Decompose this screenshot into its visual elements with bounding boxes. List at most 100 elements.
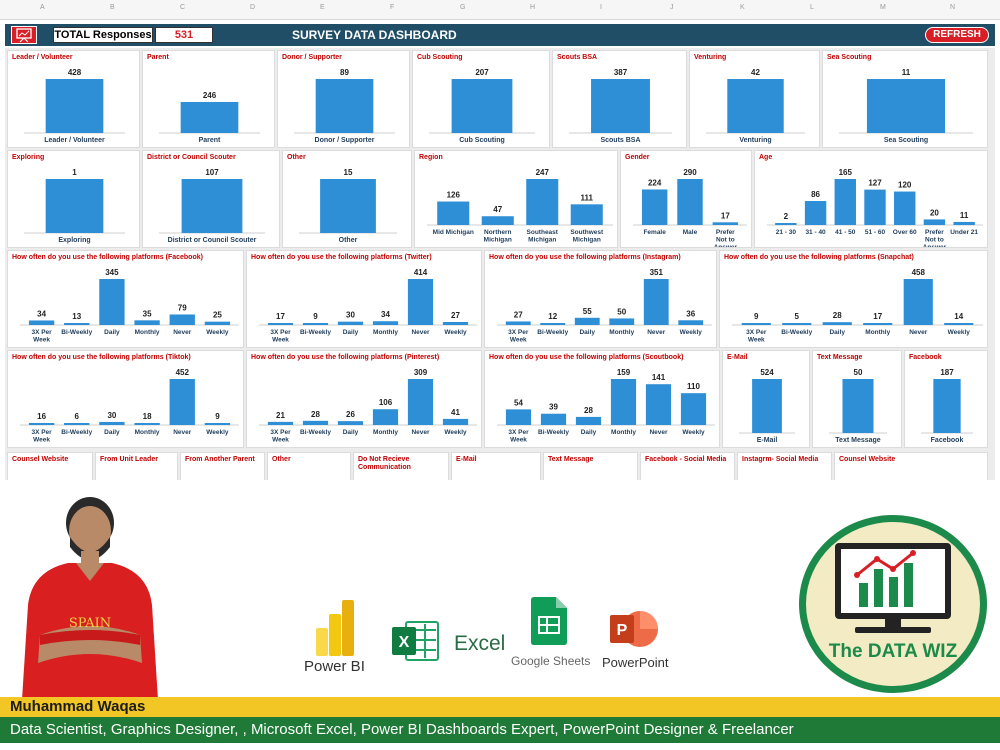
chart-panel-exploring[interactable]: Exploring 1 Exploring bbox=[7, 150, 140, 248]
total-responses-label: TOTAL Responses bbox=[53, 27, 153, 43]
data-label: 13 bbox=[72, 312, 81, 321]
data-label: 36 bbox=[686, 309, 695, 318]
bar bbox=[407, 379, 434, 425]
chart-panel-sea-scouting[interactable]: Sea Scouting 11 Sea Scouting bbox=[822, 50, 988, 148]
svg-text:X: X bbox=[399, 634, 410, 651]
bar bbox=[804, 201, 827, 225]
chart-panel-how-often-do-you-use-the-following-platforms-pinterest[interactable]: How often do you use the following platf… bbox=[246, 350, 482, 448]
chart-panel-do-not-recieve-communication[interactable]: Do Not Recieve Communication bbox=[353, 452, 449, 480]
bar bbox=[302, 420, 329, 425]
bar bbox=[574, 317, 600, 325]
category-label: Daily bbox=[104, 429, 120, 436]
chart-panel-e-mail[interactable]: E-Mail 524 E-Mail bbox=[722, 350, 810, 448]
bar bbox=[204, 423, 231, 425]
category-label: Text Message bbox=[835, 437, 880, 444]
data-label: 9 bbox=[215, 412, 220, 421]
data-label: 15 bbox=[344, 168, 353, 177]
chart-panel-facebook[interactable]: Facebook 187 Facebook bbox=[904, 350, 988, 448]
chart-panel-how-often-do-you-use-the-following-platforms-facebook[interactable]: How often do you use the following platf… bbox=[7, 250, 244, 348]
bar bbox=[591, 79, 650, 133]
refresh-button[interactable]: REFRESH bbox=[925, 27, 989, 43]
category-label: Weekly bbox=[948, 329, 971, 336]
chart-panel-cub-scouting[interactable]: Cub Scouting 207 Cub Scouting bbox=[412, 50, 550, 148]
bar bbox=[337, 421, 364, 425]
data-label: 14 bbox=[954, 312, 963, 321]
chart-title: How often do you use the following platf… bbox=[251, 254, 432, 261]
category-label: Never bbox=[647, 329, 666, 336]
chart-panel-venturing[interactable]: Venturing 42 Venturing bbox=[689, 50, 820, 148]
chart-panel-counsel-website[interactable]: Counsel Website bbox=[7, 452, 93, 480]
chart-title: Other bbox=[272, 456, 291, 463]
bar-chart: 428 Leader / Volunteer bbox=[24, 68, 125, 144]
chart-panel-parent[interactable]: Parent 246 Parent bbox=[142, 50, 275, 148]
presentation-icon[interactable] bbox=[11, 26, 37, 44]
chart-panel-other[interactable]: Other bbox=[267, 452, 351, 480]
chart-panel-other[interactable]: Other 15 Other bbox=[282, 150, 412, 248]
bar-chart: 387 Scouts BSA bbox=[569, 68, 672, 144]
person-name: Muhammad Waqas bbox=[10, 698, 146, 715]
chart-panel-how-often-do-you-use-the-following-platforms-snapchat[interactable]: How often do you use the following platf… bbox=[719, 250, 988, 348]
bar bbox=[933, 379, 961, 433]
data-label: 28 bbox=[833, 311, 842, 320]
chart-panel-gender[interactable]: Gender 224 Female 290 Male 17 Prefer Not to Answ… bbox=[620, 150, 752, 248]
chart-panel-instagrm-social-media[interactable]: Instagrm- Social Media bbox=[737, 452, 832, 480]
chart-panel-leader-volunteer[interactable]: Leader / Volunteer 428 Leader / Volunteer bbox=[7, 50, 140, 148]
category-label: Female bbox=[643, 229, 666, 236]
chart-panel-text-message[interactable]: Text Message 50 Text Message bbox=[812, 350, 902, 448]
chart-panel-from-unit-leader[interactable]: From Unit Leader bbox=[95, 452, 178, 480]
bar bbox=[437, 201, 470, 225]
chart-panel-donor-supporter[interactable]: Donor / Supporter 89 Donor / Supporter bbox=[277, 50, 410, 148]
chart-panel-how-often-do-you-use-the-following-platforms-instagram[interactable]: How often do you use the following platf… bbox=[484, 250, 717, 348]
chart-panel-counsel-website[interactable]: Counsel Website bbox=[834, 452, 988, 480]
bar bbox=[864, 189, 886, 225]
chart-panel-how-often-do-you-use-the-following-platforms-scoutbook[interactable]: How often do you use the following platf… bbox=[484, 350, 720, 448]
data-label: 55 bbox=[583, 307, 592, 316]
category-label: Monthly bbox=[135, 429, 160, 436]
chart-title: Exploring bbox=[12, 154, 45, 161]
chart-panel-facebook-social-media[interactable]: Facebook - Social Media bbox=[640, 452, 735, 480]
chart-panel-e-mail[interactable]: E-Mail bbox=[451, 452, 541, 480]
category-label: District or Council Scouter bbox=[168, 237, 257, 244]
category-label: Week bbox=[33, 337, 50, 344]
bar bbox=[134, 423, 160, 425]
bar bbox=[315, 79, 374, 133]
chart-panel-how-often-do-you-use-the-following-platforms-twitter[interactable]: How often do you use the following platf… bbox=[246, 250, 482, 348]
category-label: 51 - 60 bbox=[865, 229, 886, 236]
chart-panel-how-often-do-you-use-the-following-platforms-tiktok[interactable]: How often do you use the following platf… bbox=[7, 350, 244, 448]
data-label: 12 bbox=[548, 312, 557, 321]
category-label: Weekly bbox=[682, 429, 705, 436]
chart-panel-region[interactable]: Region 126 Mid Michigan 47 Northern Michigan 2… bbox=[414, 150, 618, 248]
category-label: Southeast bbox=[527, 229, 559, 236]
chart-title: Gender bbox=[625, 154, 650, 161]
data-label: 428 bbox=[68, 68, 82, 77]
data-label: 25 bbox=[213, 311, 222, 320]
bar bbox=[407, 279, 434, 325]
bar-chart: 187 Facebook bbox=[921, 368, 973, 444]
chart-panel-scouts-bsa[interactable]: Scouts BSA 387 Scouts BSA bbox=[552, 50, 687, 148]
chart-panel-from-another-parent[interactable]: From Another Parent bbox=[180, 452, 265, 480]
data-label: 21 bbox=[276, 411, 285, 420]
bar bbox=[28, 423, 55, 425]
bar bbox=[451, 79, 513, 133]
chart-panel-text-message[interactable]: Text Message bbox=[543, 452, 638, 480]
category-label: 3X Per bbox=[270, 329, 291, 336]
category-label: Daily bbox=[343, 329, 359, 336]
category-label: Monthly bbox=[609, 329, 634, 336]
data-label: 50 bbox=[617, 307, 626, 316]
bar-chart: 524 E-Mail bbox=[739, 368, 795, 444]
bar bbox=[337, 321, 364, 325]
chart-panel-district-or-council-scouter[interactable]: District or Council Scouter 107 District o… bbox=[142, 150, 280, 248]
category-label: Weekly bbox=[444, 429, 467, 436]
bar bbox=[372, 321, 399, 325]
bar bbox=[302, 323, 329, 325]
data-label: 50 bbox=[854, 368, 863, 377]
chart-panel-age[interactable]: Age 2 21 - 30 86 31 - 40 165 41 - 50 127 51 - 60… bbox=[754, 150, 988, 248]
bar bbox=[712, 222, 739, 225]
bar bbox=[727, 79, 784, 133]
bar bbox=[442, 418, 469, 425]
google-sheets-label: Google Sheets bbox=[511, 654, 591, 668]
bar bbox=[99, 421, 125, 425]
